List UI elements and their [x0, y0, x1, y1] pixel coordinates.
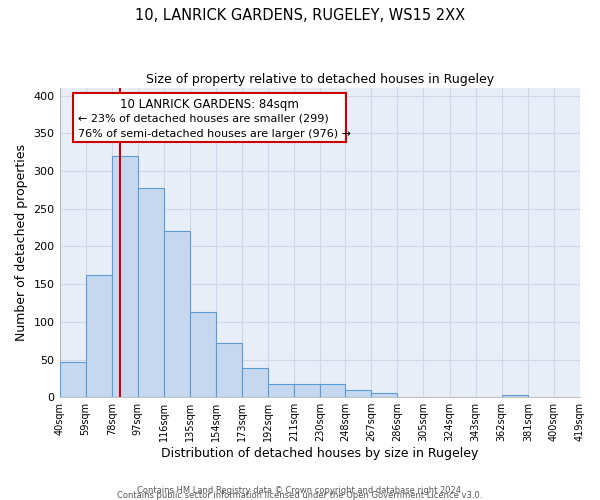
Bar [502, 395, 528, 397]
Bar [345, 390, 371, 397]
Bar [268, 384, 295, 397]
Text: 76% of semi-detached houses are larger (976) →: 76% of semi-detached houses are larger (… [78, 129, 351, 139]
Bar [138, 188, 164, 397]
Text: Contains public sector information licensed under the Open Government Licence v3: Contains public sector information licen… [118, 490, 482, 500]
Y-axis label: Number of detached properties: Number of detached properties [15, 144, 28, 341]
Bar [242, 368, 268, 397]
Title: Size of property relative to detached houses in Rugeley: Size of property relative to detached ho… [146, 72, 494, 86]
Bar [190, 312, 216, 397]
FancyBboxPatch shape [73, 94, 346, 142]
Bar [295, 384, 320, 397]
Text: ← 23% of detached houses are smaller (299): ← 23% of detached houses are smaller (29… [78, 114, 329, 124]
Bar [112, 156, 138, 397]
Text: Contains HM Land Registry data © Crown copyright and database right 2024.: Contains HM Land Registry data © Crown c… [137, 486, 463, 495]
Text: 10 LANRICK GARDENS: 84sqm: 10 LANRICK GARDENS: 84sqm [120, 98, 299, 111]
Bar [580, 395, 600, 397]
X-axis label: Distribution of detached houses by size in Rugeley: Distribution of detached houses by size … [161, 447, 478, 460]
Bar [320, 384, 345, 397]
Text: 10, LANRICK GARDENS, RUGELEY, WS15 2XX: 10, LANRICK GARDENS, RUGELEY, WS15 2XX [135, 8, 465, 22]
Bar [164, 232, 190, 397]
Bar [59, 362, 86, 397]
Bar [216, 343, 242, 397]
Bar [371, 394, 397, 397]
Bar [86, 275, 112, 397]
